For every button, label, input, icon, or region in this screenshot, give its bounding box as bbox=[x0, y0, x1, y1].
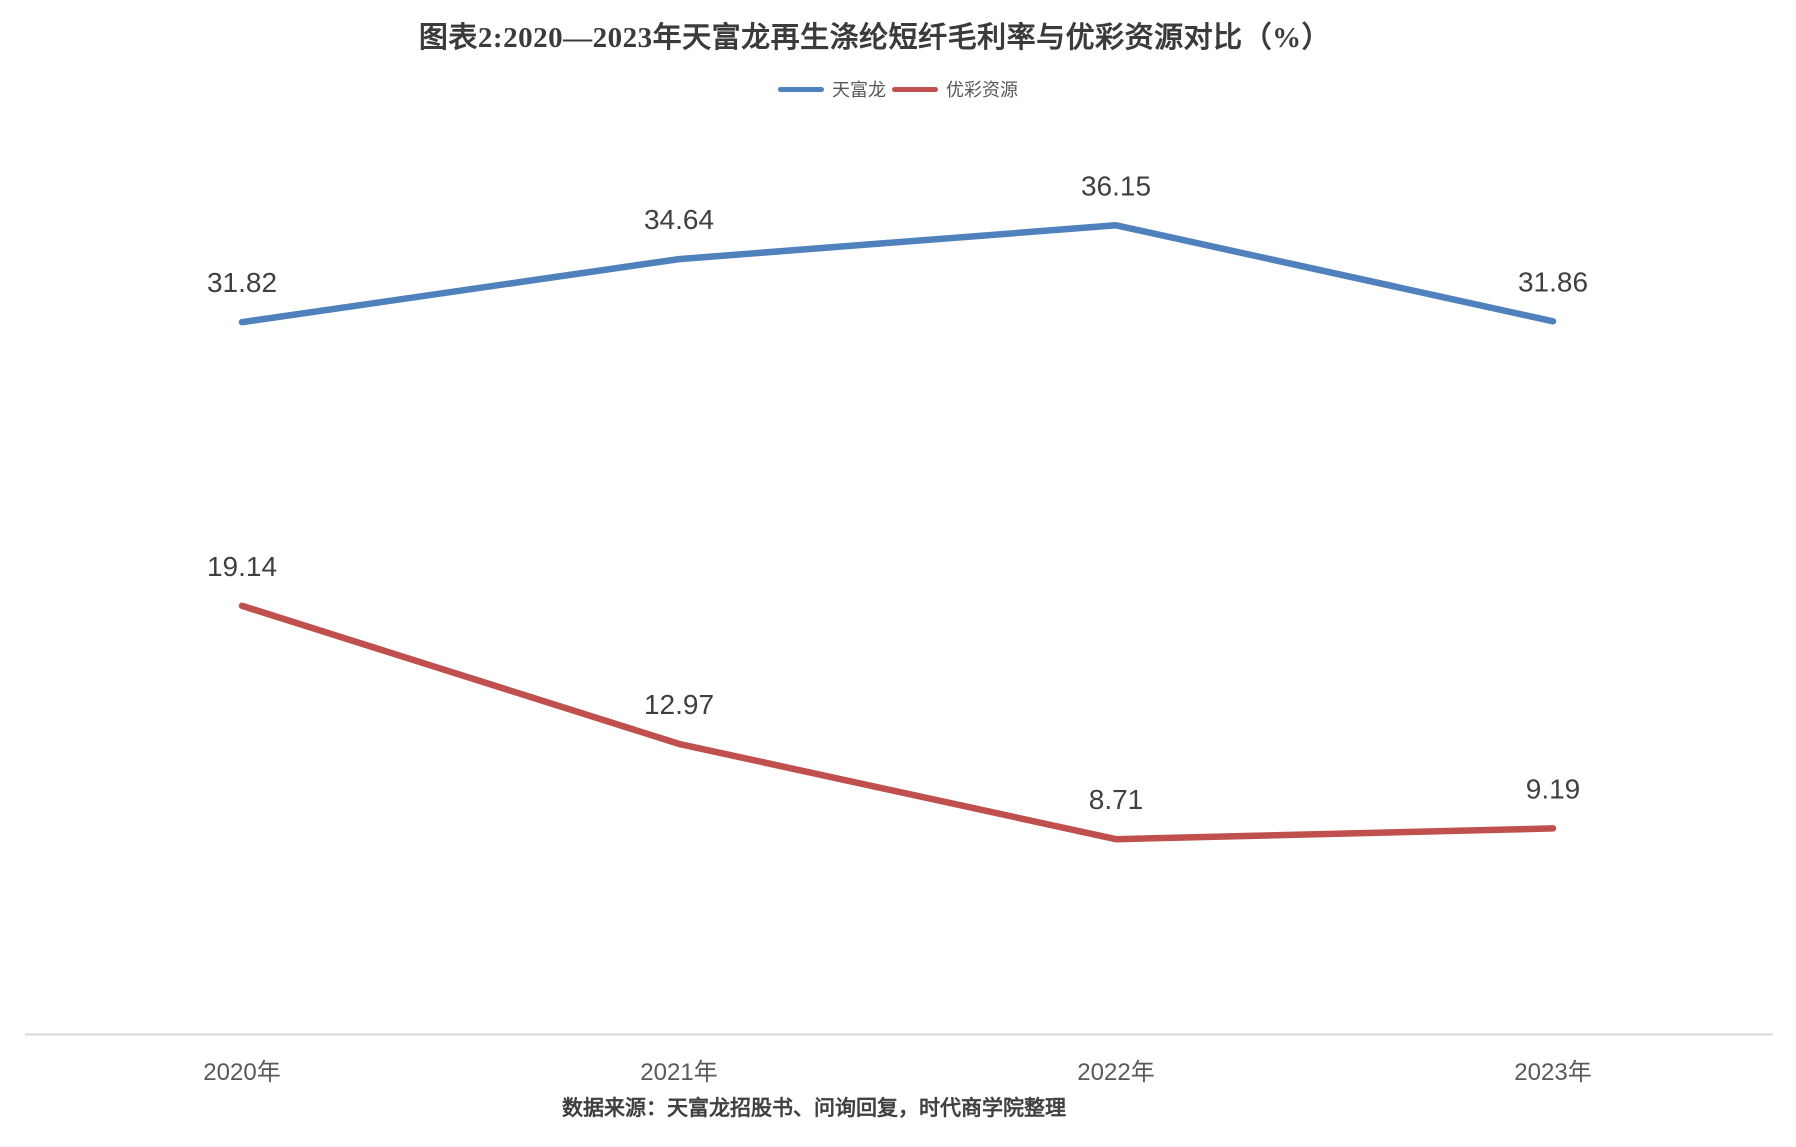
legend-line-swatch-blue bbox=[778, 86, 824, 92]
legend-label: 优彩资源 bbox=[946, 80, 1018, 100]
data-label: 9.19 bbox=[1526, 773, 1581, 804]
legend-item-youcai: 优彩资源 bbox=[892, 76, 1018, 102]
x-axis-label: 2021年 bbox=[640, 1059, 717, 1086]
legend: 天富龙 优彩资源 bbox=[0, 76, 1796, 102]
data-label: 34.64 bbox=[644, 204, 714, 235]
data-label: 36.15 bbox=[1081, 170, 1151, 201]
source-note: 数据来源：天富龙招股书、问询回复，时代商学院整理 bbox=[562, 1096, 1066, 1120]
series-line-tianfulong bbox=[238, 222, 1557, 326]
legend-line-swatch-red bbox=[892, 86, 938, 92]
x-axis-label: 2022年 bbox=[1077, 1059, 1154, 1086]
data-label: 19.14 bbox=[207, 551, 277, 582]
data-label: 31.86 bbox=[1518, 266, 1588, 297]
data-label: 8.71 bbox=[1089, 784, 1144, 815]
data-label: 12.97 bbox=[644, 689, 714, 720]
legend-label: 天富龙 bbox=[832, 80, 886, 100]
chart-title: 图表2:2020—2023年天富龙再生涤纶短纤毛利率与优彩资源对比（%） bbox=[418, 22, 1332, 54]
x-axis-label: 2020年 bbox=[203, 1059, 280, 1086]
series-line-youcai bbox=[238, 602, 1557, 843]
legend-item-tianfulong: 天富龙 bbox=[778, 76, 886, 102]
data-label: 31.82 bbox=[207, 267, 277, 298]
x-axis-label: 2023年 bbox=[1514, 1059, 1591, 1086]
